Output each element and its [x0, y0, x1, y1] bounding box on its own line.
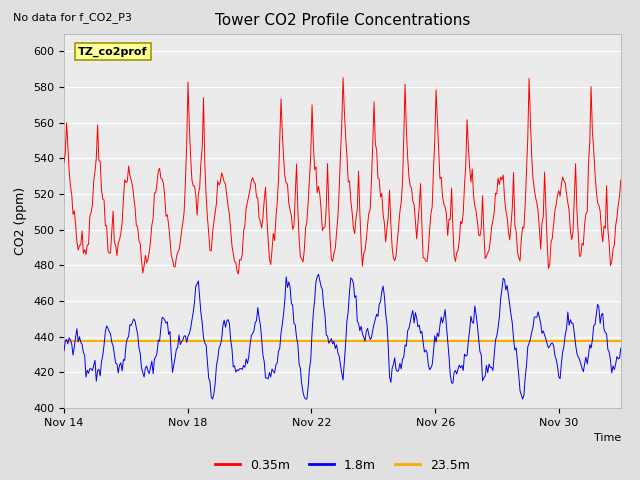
Title: Tower CO2 Profile Concentrations: Tower CO2 Profile Concentrations [214, 13, 470, 28]
Legend: 0.35m, 1.8m, 23.5m: 0.35m, 1.8m, 23.5m [210, 454, 475, 477]
Y-axis label: CO2 (ppm): CO2 (ppm) [15, 187, 28, 255]
Text: No data for f_CO2_P3: No data for f_CO2_P3 [13, 12, 132, 23]
X-axis label: Time: Time [593, 433, 621, 443]
Text: TZ_co2prof: TZ_co2prof [78, 47, 147, 57]
